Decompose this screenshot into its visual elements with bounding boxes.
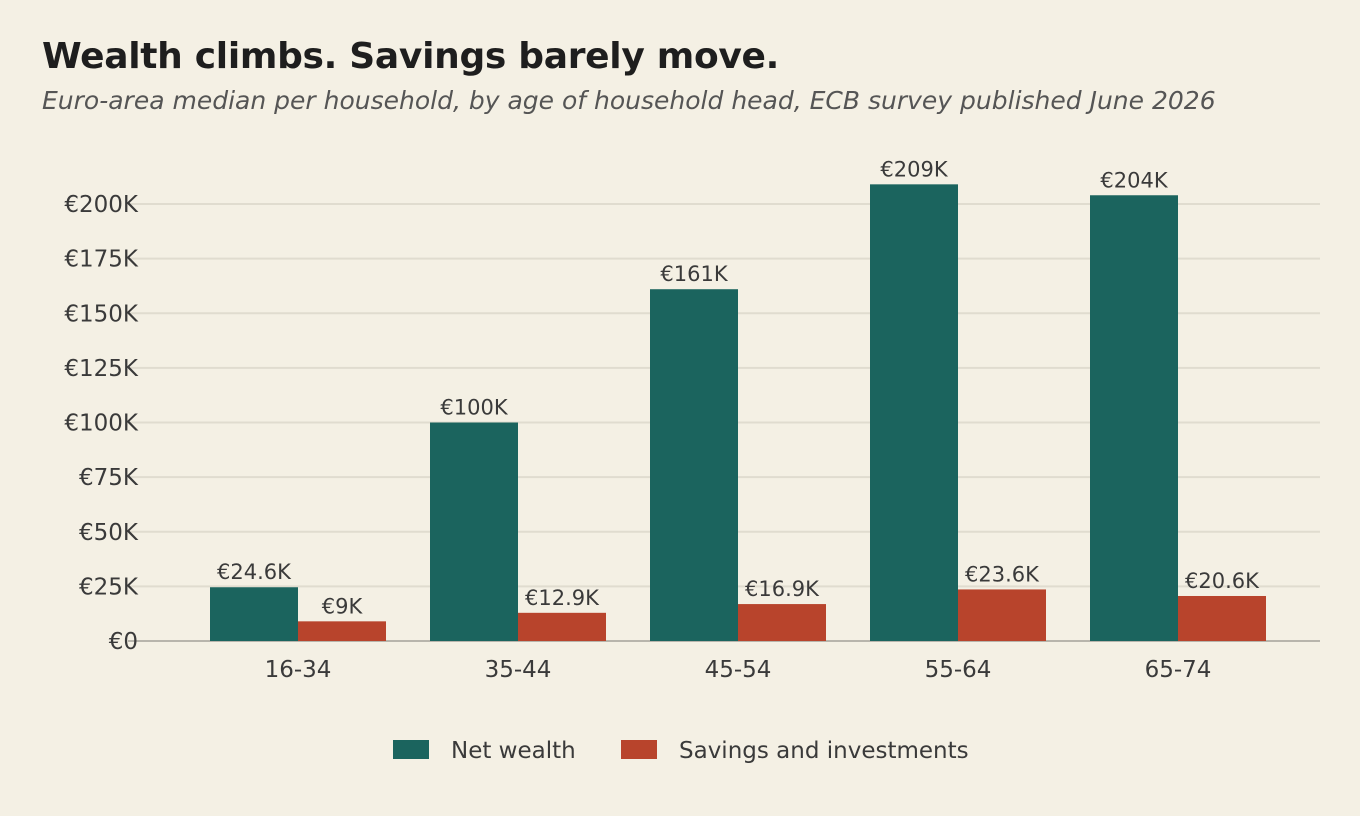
bar-savings-65-74 [1178,595,1266,641]
x-tick-label: 65-74 [1145,657,1212,683]
y-tick-label: €100K [64,411,139,437]
data-label: €16.9K [745,577,820,601]
bar-net-wealth-35-44 [430,422,518,641]
chart-subtitle: Euro-area median per household, by age o… [42,86,1216,115]
bar-net-wealth-65-74 [1090,195,1178,641]
legend-label: Savings and investments [679,738,969,764]
data-label: €9K [322,594,364,618]
x-axis: 16-34 35-44 45-54 55-64 65-74 [265,657,1212,683]
y-axis: €0 €25K €50K €75K €100K €125K €150K €175K €200K [64,192,139,655]
bar-savings-16-34 [298,621,386,641]
data-label: €100K [440,396,508,420]
bar-savings-55-64 [958,589,1046,641]
legend-swatch [621,740,657,759]
y-tick-label: €175K [64,247,139,273]
data-label: €161K [660,262,728,286]
legend-label: Net wealth [451,738,576,764]
y-tick-label: €125K [64,356,139,382]
x-tick-label: 45-54 [705,657,772,683]
legend: Net wealth Savings and investments [393,738,969,764]
y-tick-label: €150K [64,301,139,327]
bar-net-wealth-45-54 [650,289,738,641]
data-label: €209K [880,157,948,181]
chart-title: Wealth climbs. Savings barely move. [42,36,780,77]
bar-savings-35-44 [518,612,606,641]
data-label: €23.6K [965,562,1040,586]
bar-savings-45-54 [738,604,826,641]
data-labels: €24.6K €9K €100K €12.9K €161K €16.9K €209K €23.… [217,157,1260,618]
y-tick-label: €200K [64,192,139,218]
y-tick-label: €75K [79,465,139,491]
data-label: €204K [1100,168,1168,192]
y-tick-label: €0 [109,629,138,655]
bar-net-wealth-55-64 [870,184,958,641]
data-label: €12.9K [525,586,600,610]
legend-swatch [393,740,429,759]
data-label: €24.6K [217,560,292,584]
y-tick-label: €25K [79,574,139,600]
y-tick-label: €50K [79,520,139,546]
x-tick-label: 16-34 [265,657,332,683]
bars [210,184,1266,641]
bar-net-wealth-16-34 [210,587,298,641]
x-tick-label: 35-44 [485,657,552,683]
data-label: €20.6K [1185,569,1260,593]
x-tick-label: 55-64 [925,657,992,683]
